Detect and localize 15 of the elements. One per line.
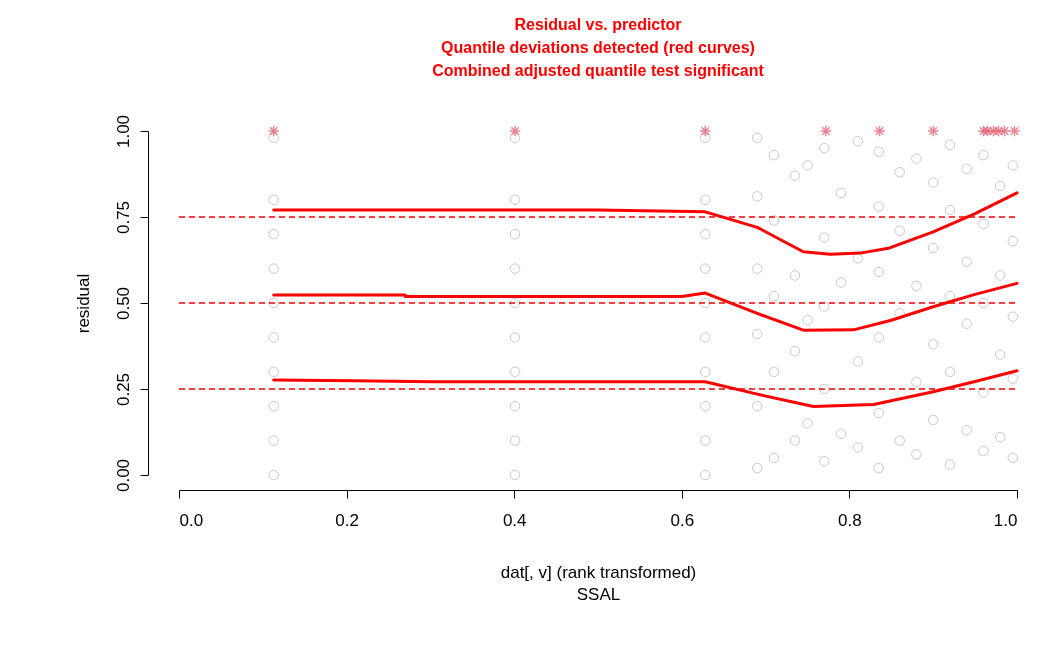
chart-subtitle: Quantile deviations detected (red curves) Combined adjusted quantile test significant (432, 39, 765, 80)
y-tick-label: 0.50 (113, 286, 133, 321)
x-tick-label: 0.0 (179, 510, 204, 530)
x-axis-title: dat[, v] (rank transformed) SSAL (500, 562, 697, 604)
x-tick-label: 0.4 (502, 510, 527, 530)
y-tick-label: 0.75 (113, 200, 133, 235)
y-tick-label: 0.00 (113, 458, 133, 493)
x-tick-label: 0.2 (335, 510, 359, 530)
y-tick-label: 1.00 (113, 114, 133, 149)
y-axis-title: residual (73, 273, 93, 334)
chart-title: Residual vs. predictor (514, 16, 682, 34)
y-tick-label: 0.25 (113, 372, 133, 407)
x-tick-label: 0.6 (670, 510, 695, 530)
x-tick-label: 1.0 (993, 510, 1018, 530)
x-tick-label: 0.8 (838, 510, 862, 530)
